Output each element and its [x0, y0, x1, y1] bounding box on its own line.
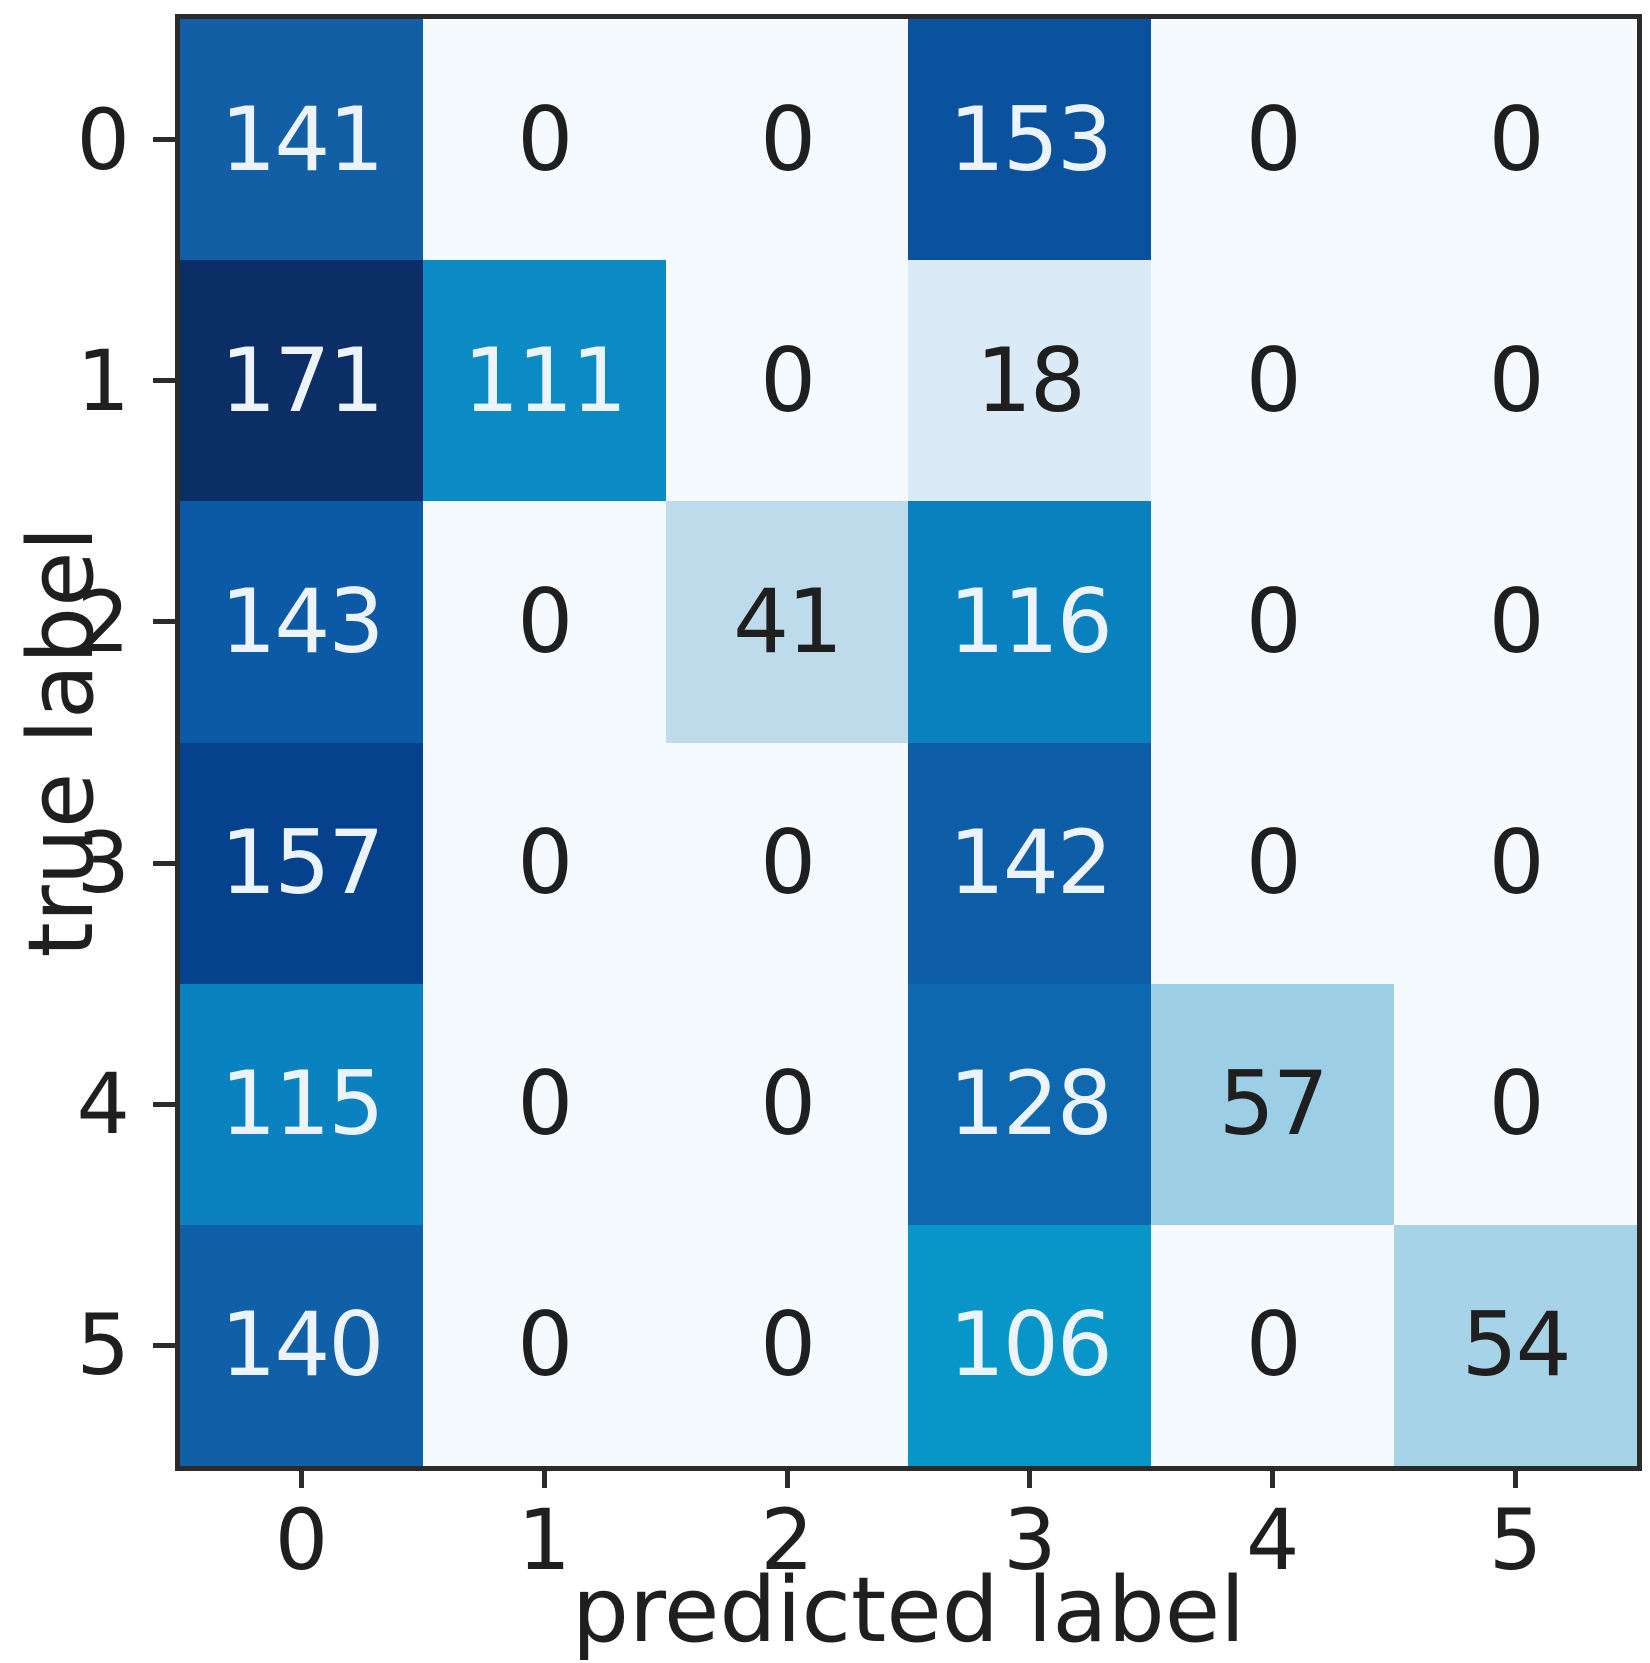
- x-axis-title: predicted label: [571, 1558, 1246, 1663]
- heatmap-cell-r5c4: 0: [1151, 1224, 1395, 1466]
- y-tick-label-5: 5: [76, 1296, 130, 1395]
- heatmap-cell-r2c5: 0: [1394, 501, 1637, 743]
- heatmap-cell-r5c0: 140: [180, 1224, 423, 1466]
- x-tick-mark: [1513, 1466, 1519, 1488]
- y-tick-mark: [153, 137, 175, 143]
- heatmap-cell-r4c0: 115: [180, 983, 423, 1225]
- y-tick-label-0: 0: [76, 90, 130, 189]
- heatmap-cell-r5c2: 0: [665, 1224, 909, 1466]
- heatmap-cell-r2c2: 41: [665, 501, 909, 743]
- y-tick-mark: [153, 378, 175, 384]
- x-tick-label-5: 5: [1488, 1491, 1543, 1589]
- heatmap-cell-r3c0: 157: [180, 742, 423, 984]
- heatmap-cell-r3c3: 142: [908, 742, 1152, 984]
- y-tick-mark-holder: [150, 19, 175, 260]
- heatmap-cell-r4c5: 0: [1394, 983, 1637, 1225]
- y-tick-mark: [153, 1101, 175, 1107]
- y-tick-label-3: 3: [76, 814, 130, 913]
- heatmap-cell-r4c1: 0: [422, 983, 666, 1225]
- x-tick-mark: [784, 1466, 790, 1488]
- heatmap-cell-r2c0: 143: [180, 501, 423, 743]
- heatmap-cell-r5c1: 0: [422, 1224, 666, 1466]
- heatmap-cell-r5c3: 106: [908, 1224, 1152, 1466]
- y-tick-mark-holder: [150, 984, 175, 1225]
- y-axis-title: true label: [9, 526, 114, 958]
- heatmap-cell-r4c3: 128: [908, 983, 1152, 1225]
- x-tick-mark-holder: [180, 1466, 423, 1492]
- heatmap-cell-r0c0: 141: [180, 19, 423, 261]
- x-tick-mark-holder: [1394, 1466, 1637, 1492]
- heatmap-cell-r4c4: 57: [1151, 983, 1395, 1225]
- heatmap-cell-r3c2: 0: [665, 742, 909, 984]
- y-tick-mark-holder: [150, 1225, 175, 1466]
- heatmap-cell-r0c3: 153: [908, 19, 1152, 261]
- heatmap-cell-r1c1: 111: [422, 260, 666, 502]
- heatmap-cell-r0c2: 0: [665, 19, 909, 261]
- x-tick-mark-holder: [666, 1466, 909, 1492]
- heatmap-cell-r3c1: 0: [422, 742, 666, 984]
- y-tick-label-4: 4: [76, 1055, 130, 1154]
- x-tick-mark-holder: [1151, 1466, 1394, 1492]
- x-tick-label-3: 3: [1003, 1491, 1057, 1589]
- y-tick-mark-holder: [150, 743, 175, 984]
- heatmap-cell-r0c1: 0: [422, 19, 666, 261]
- y-axis-tick-labels: 0 1 2 3 4 5: [0, 19, 140, 1466]
- y-axis-ticks: [150, 19, 175, 1466]
- x-tick-mark: [1270, 1466, 1276, 1488]
- heatmap-cell-r1c0: 171: [180, 260, 423, 502]
- heatmap-cell-r5c5: 54: [1394, 1224, 1637, 1466]
- y-tick-mark: [153, 860, 175, 866]
- x-tick-label-0: 0: [274, 1491, 329, 1589]
- x-tick-label-2: 2: [760, 1491, 814, 1589]
- heatmap-plot-area: 141 0 0 153 0 0 171 111 0 18 0 0 143 0 41 116 0 0 157 0 0 142…: [175, 14, 1642, 1471]
- heatmap-cell-r2c3: 116: [908, 501, 1152, 743]
- x-tick-mark: [298, 1466, 304, 1488]
- y-tick-mark-holder: [150, 260, 175, 501]
- x-tick-mark: [541, 1466, 547, 1488]
- y-tick-mark-holder: [150, 501, 175, 742]
- y-tick-mark: [153, 619, 175, 625]
- heatmap-cell-r1c2: 0: [665, 260, 909, 502]
- heatmap-cell-r1c4: 0: [1151, 260, 1395, 502]
- x-tick-mark-holder: [423, 1466, 666, 1492]
- x-tick-label-4: 4: [1246, 1491, 1300, 1589]
- x-tick-label-1: 1: [517, 1491, 571, 1589]
- heatmap-cell-r3c5: 0: [1394, 742, 1637, 984]
- x-tick-mark-holder: [908, 1466, 1151, 1492]
- heatmap-cell-r0c5: 0: [1394, 19, 1637, 261]
- x-tick-mark: [1027, 1466, 1033, 1488]
- heatmap-cell-r0c4: 0: [1151, 19, 1395, 261]
- heatmap-cell-r1c5: 0: [1394, 260, 1637, 502]
- heatmap-cell-r2c1: 0: [422, 501, 666, 743]
- heatmap-cell-r4c2: 0: [665, 983, 909, 1225]
- heatmap-cell-r3c4: 0: [1151, 742, 1395, 984]
- y-tick-label-2: 2: [76, 572, 130, 671]
- x-axis-ticks: [180, 1466, 1637, 1492]
- y-tick-mark: [153, 1342, 175, 1348]
- x-axis-tick-labels: 0 1 2 3 4 5: [180, 1492, 1637, 1588]
- heatmap-cell-r1c3: 18: [908, 260, 1152, 502]
- heatmap-cell-r2c4: 0: [1151, 501, 1395, 743]
- y-tick-label-1: 1: [76, 331, 130, 430]
